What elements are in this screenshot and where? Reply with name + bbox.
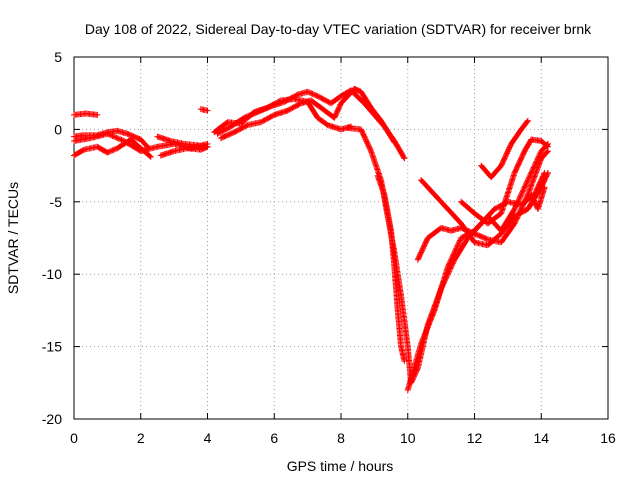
x-tick-label: 6 [270,430,278,446]
x-tick-label: 14 [533,430,549,446]
x-tick-label: 16 [600,430,616,446]
data-marker-run [157,143,211,159]
y-axis-label: SDTVAR / TECUs [5,182,21,294]
data-points [71,85,551,393]
y-tick-label: -5 [50,194,63,210]
chart-title: Day 108 of 2022, Sidereal Day-to-day VTE… [85,21,592,37]
series-arc-m [404,140,551,393]
series-arc-q [478,117,531,181]
data-marker-run [71,136,154,160]
x-axis-ticks: 0 2 4 6 8 10 12 14 16 [70,57,616,446]
data-marker-run [478,117,531,181]
data-marker-run [528,184,548,212]
series-arc-d [71,110,101,118]
series-arc-g [197,106,211,114]
series-arc-j [217,85,398,146]
series-arc-r [528,184,548,212]
series-arc-o [418,169,551,249]
x-tick-label: 2 [137,430,145,446]
y-tick-label: -10 [42,266,62,282]
data-marker-run [71,127,151,150]
series-arc-b [71,136,154,160]
x-tick-label: 10 [400,430,416,446]
x-axis-label: GPS time / hours [287,458,394,474]
y-tick-label: -20 [42,411,62,427]
grid-lines [74,57,608,419]
x-tick-label: 8 [337,430,345,446]
x-tick-label: 0 [70,430,78,446]
series-arc-l [374,172,408,365]
series-arc-f [157,143,211,159]
data-marker-run [458,136,551,227]
data-marker-run [211,96,355,136]
data-marker-run [404,140,551,393]
series-arc-c [71,127,151,150]
series-arc-i [211,96,355,136]
data-marker-run [197,106,211,114]
x-tick-label: 12 [467,430,483,446]
y-tick-label: 5 [54,49,62,65]
x-tick-label: 4 [204,430,212,446]
series-arc-p [458,136,551,227]
y-tick-label: 0 [54,121,62,137]
data-marker-run [374,172,408,365]
data-marker-run [71,110,101,118]
data-marker-run [418,169,551,249]
data-marker-run [217,85,398,146]
y-axis-ticks: 5 0 -5 -10 -15 -20 [42,49,608,427]
y-tick-label: -15 [42,339,62,355]
